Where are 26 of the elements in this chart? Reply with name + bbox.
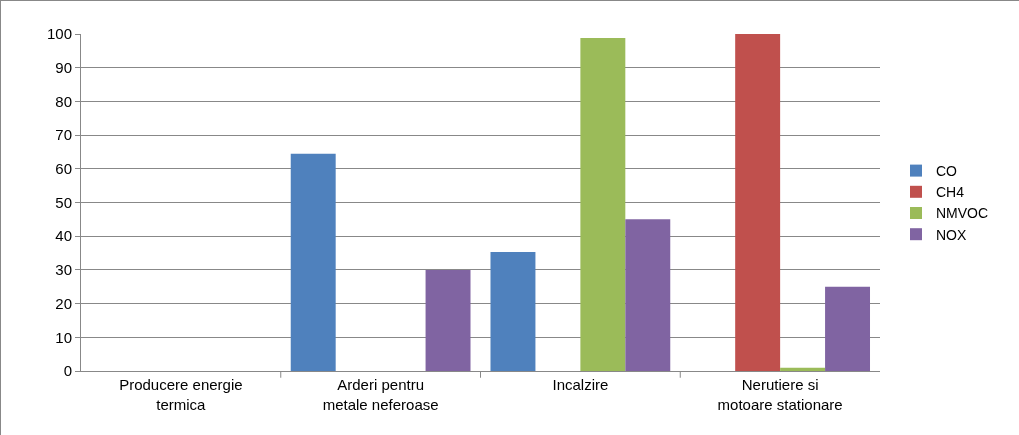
bar — [735, 34, 781, 371]
y-tick-label: 30 — [55, 261, 72, 279]
y-tick-label: 100 — [46, 25, 72, 43]
y-tick-label: 90 — [55, 58, 72, 76]
bar — [580, 38, 626, 371]
legend-label: CO — [935, 163, 958, 180]
y-tick-label: 20 — [55, 294, 72, 312]
y-tick-label: 40 — [55, 227, 72, 245]
x-tick-label: Nerutiere si motoare stationare — [717, 376, 843, 413]
y-tick-label: 50 — [55, 193, 72, 211]
legend-label: NMVOC — [935, 205, 989, 222]
y-tick-label: 70 — [55, 126, 72, 144]
bar — [625, 219, 671, 371]
x-tick-label: Producere energie termica — [119, 376, 243, 413]
bar — [825, 286, 871, 371]
y-tick-label: 10 — [55, 328, 72, 346]
x-tick-label: Incalzire — [552, 376, 609, 393]
x-tick-label: Arderi pentru metale neferoase — [322, 376, 439, 413]
y-tick-label: 0 — [63, 362, 72, 380]
bar — [425, 269, 471, 371]
legend-label: NOX — [935, 226, 967, 243]
y-tick-label: 60 — [55, 160, 72, 178]
legend-label: CH4 — [935, 184, 965, 201]
bar — [290, 153, 336, 371]
y-tick-label: 80 — [55, 92, 72, 110]
bar — [490, 252, 536, 371]
